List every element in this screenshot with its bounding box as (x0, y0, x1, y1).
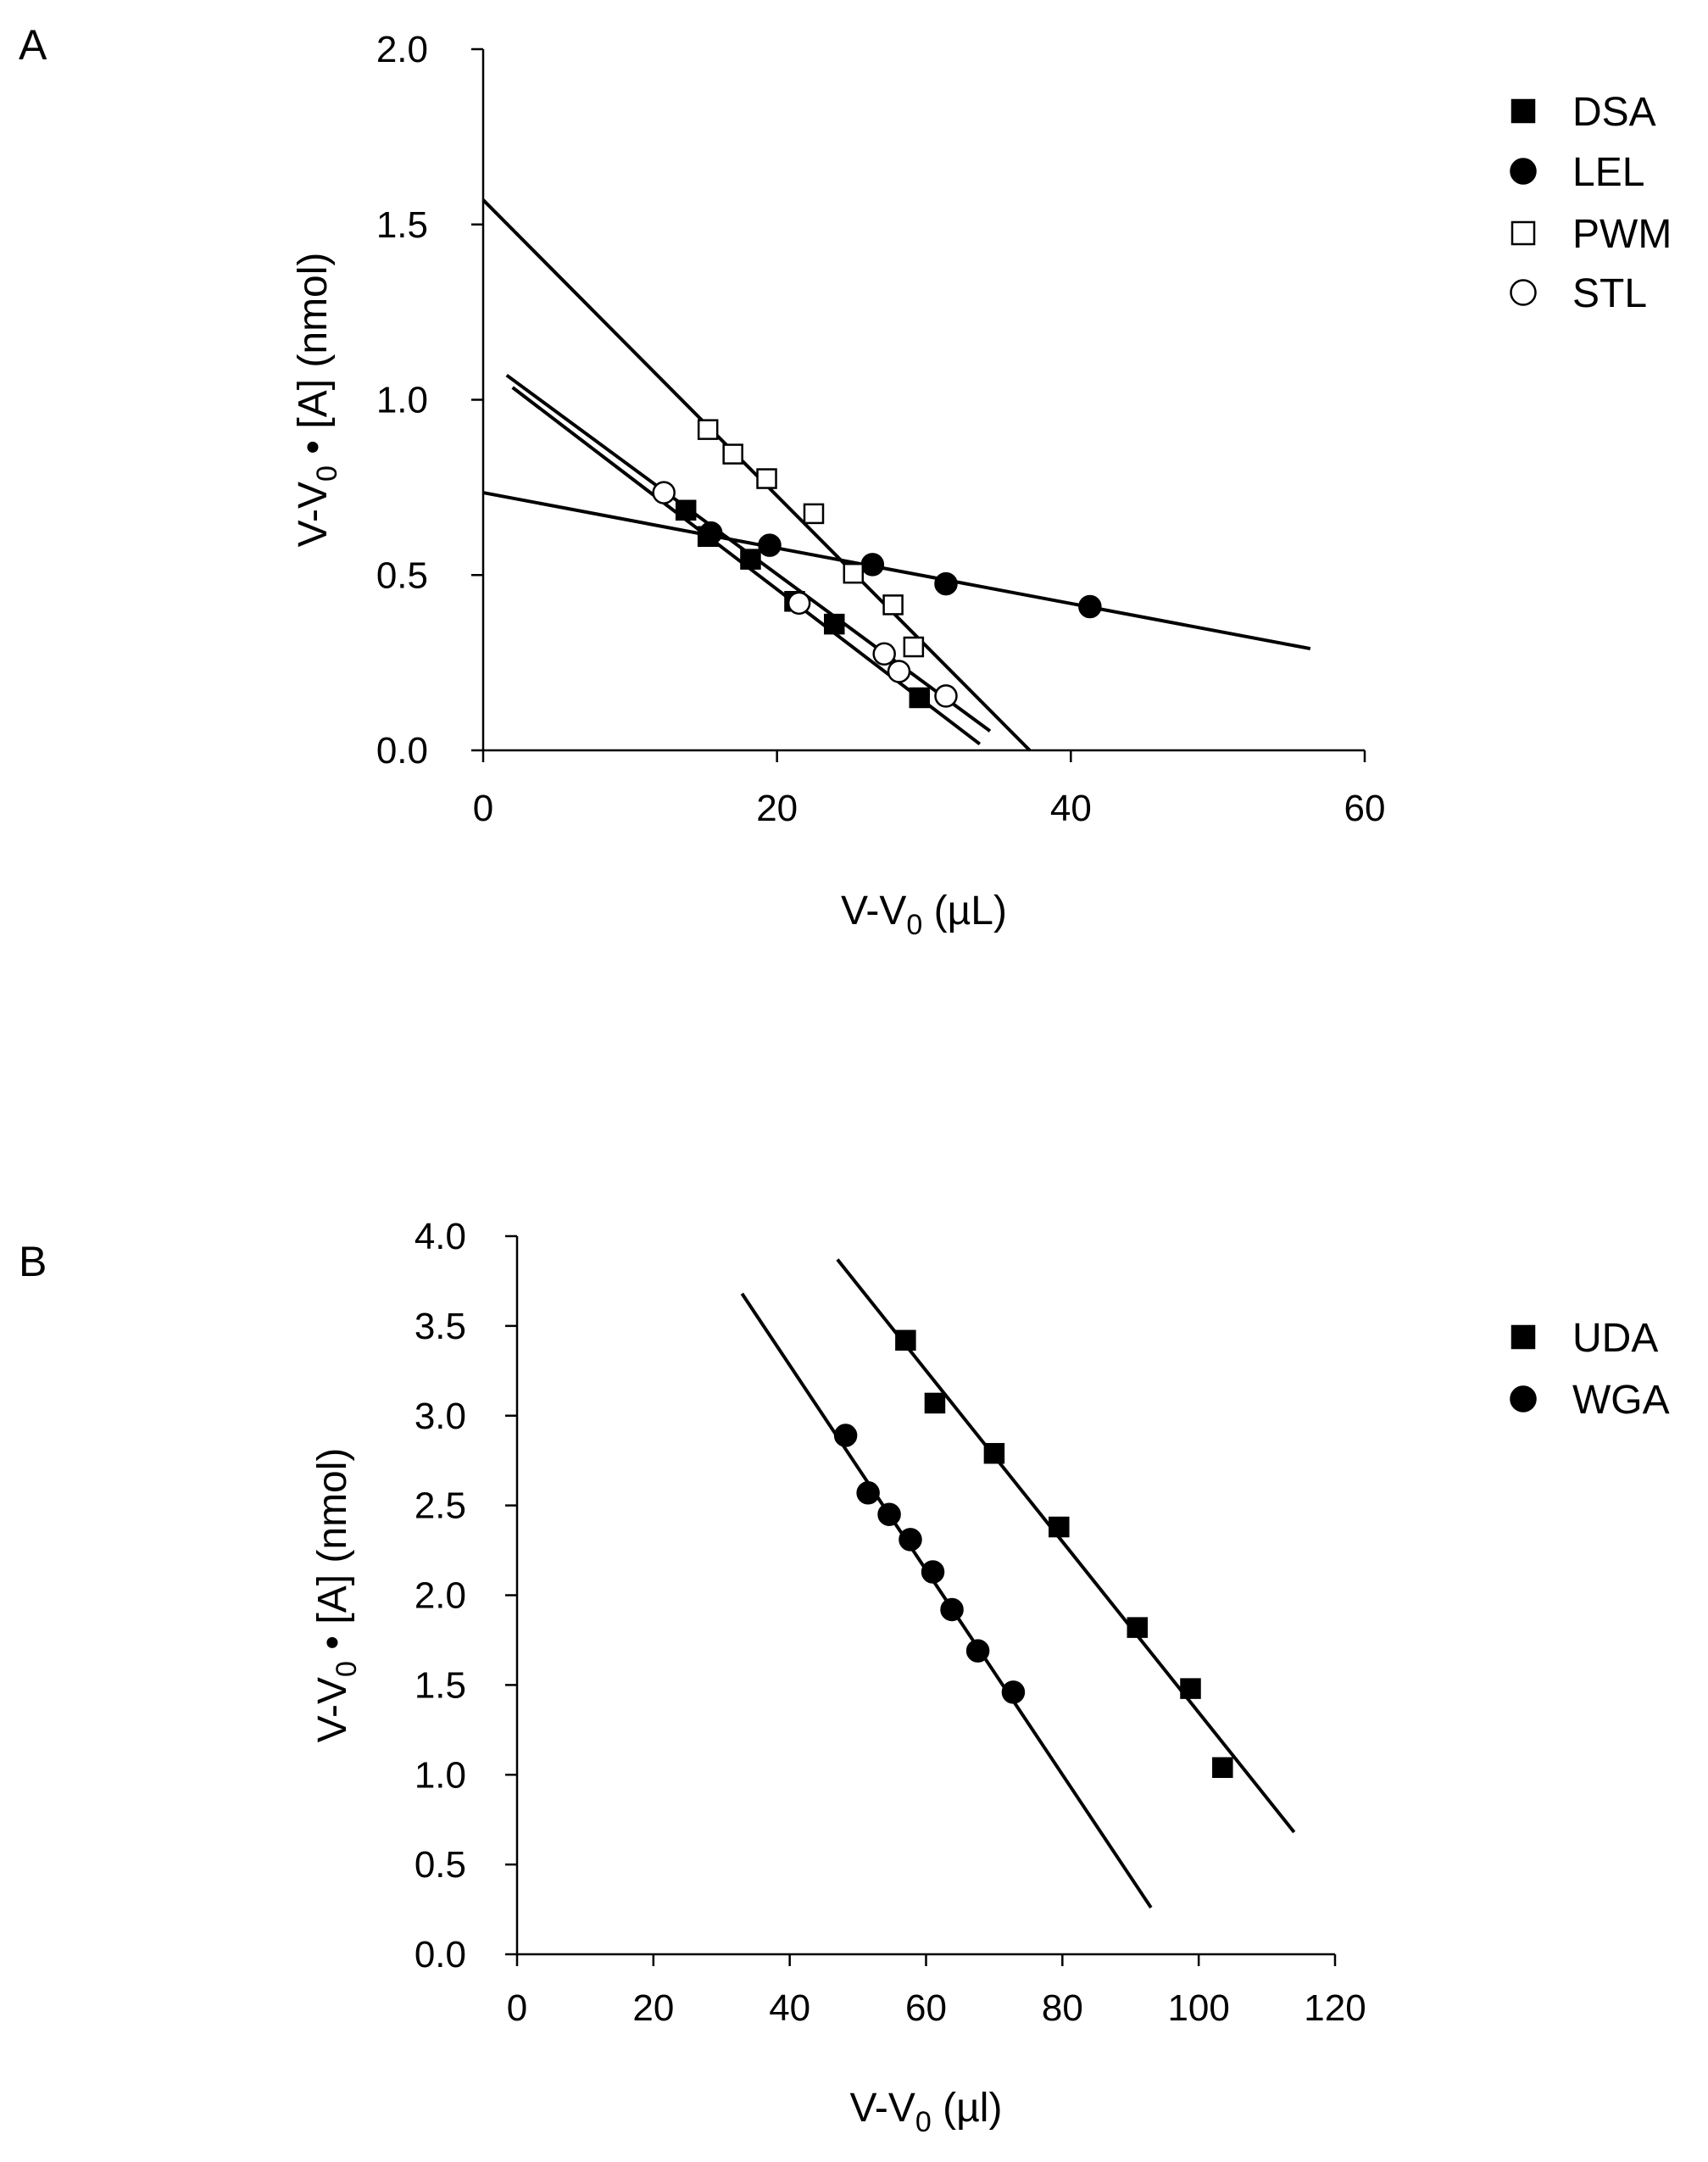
point-uda (1049, 1516, 1070, 1538)
legend-label-lel: LEL (1572, 150, 1644, 195)
panel-b: B 0.0 0.5 1.0 1.5 2.0 2.5 3.0 3.5 4.0 0 20 40 60 80 10… (19, 1216, 1670, 2138)
point-wga (856, 1481, 880, 1505)
point-pwm (722, 443, 743, 465)
x-axis-title-subscript: 0 (915, 2106, 932, 2138)
x-axis-title: V-V0 (µL) (841, 889, 1007, 941)
legend-label-pwm: PWM (1572, 212, 1672, 257)
y-tick-label: 3.0 (414, 1396, 466, 1437)
point-stl (887, 660, 911, 683)
y-axis-title-main: V-V (310, 1677, 355, 1742)
y-tick-label: 3.5 (414, 1306, 466, 1347)
x-tick-label: 20 (756, 788, 798, 829)
point-uda (1127, 1617, 1149, 1638)
x-tick-label: 100 (1167, 1987, 1229, 2029)
panel-b-label: B (19, 1238, 47, 1285)
x-tick-label: 80 (1042, 1987, 1083, 2029)
y-tick-label: 2.0 (376, 29, 428, 70)
point-stl (652, 481, 676, 504)
y-tick-label: 4.0 (414, 1216, 466, 1257)
legend-marker-dsa (1510, 98, 1536, 124)
legend-label-stl: STL (1572, 271, 1647, 316)
y-axis-title: V-V0 • [A] (nmol) (310, 1448, 363, 1743)
x-axis-title-subscript: 0 (906, 909, 922, 941)
point-uda (1212, 1757, 1233, 1779)
point-wga (965, 1639, 990, 1663)
point-uda (983, 1442, 1005, 1464)
series-stl (505, 373, 992, 733)
point-pwm (697, 419, 719, 440)
x-axis-title-main: V-V (841, 889, 906, 933)
point-pwm (803, 503, 825, 525)
panel-a: A 0.00.51.01.52.00 20 40 60V-V0 (µL)V-V0 • … (19, 21, 1672, 941)
x-tick-label: 20 (632, 1987, 674, 2029)
y-axis-title-unit: • [A] (nmol) (310, 1448, 355, 1662)
series-pwm (481, 198, 1032, 752)
legend-label-uda: UDA (1572, 1316, 1658, 1361)
y-tick-label: 0.5 (414, 1844, 466, 1886)
y-tick-label: 1.0 (376, 380, 428, 421)
y-axis-title: V-V0 • [A] (nmol) (291, 253, 343, 548)
point-lel (860, 553, 885, 577)
point-wga (833, 1424, 858, 1447)
point-wga (1001, 1680, 1026, 1704)
point-lel (934, 571, 958, 596)
panel-a-label: A (19, 21, 47, 69)
y-axis-title-subscript: 0 (311, 465, 343, 482)
point-uda (1180, 1678, 1201, 1699)
series-lel (482, 491, 1311, 651)
legend-marker-uda (1510, 1324, 1536, 1350)
y-axis-title-subscript: 0 (331, 1661, 363, 1677)
y-tick-label: 2.5 (414, 1485, 466, 1527)
legend-marker-lel (1510, 158, 1537, 185)
y-tick-label: 0.5 (376, 554, 428, 596)
series-wga (740, 1292, 1153, 1909)
x-tick-label: 40 (769, 1987, 810, 2029)
x-tick-label: 120 (1304, 1987, 1366, 2029)
y-tick-label: 0.0 (414, 1934, 466, 1975)
point-dsa (909, 687, 931, 709)
y-tick-label: 2.0 (414, 1575, 466, 1617)
point-wga (877, 1502, 901, 1526)
x-tick-label: 60 (1344, 788, 1386, 829)
y-tick-label: 1.5 (414, 1664, 466, 1706)
point-wga (940, 1597, 964, 1622)
point-lel (758, 533, 782, 557)
legend-marker-stl (1510, 279, 1537, 306)
point-uda (924, 1392, 946, 1414)
point-pwm (882, 594, 904, 616)
point-lel (1078, 594, 1102, 619)
y-tick-label: 0.0 (376, 730, 428, 772)
legend-marker-pwm (1510, 220, 1536, 246)
x-axis-title-main: V-V (850, 2086, 915, 2131)
x-axis-title-unit: (µl) (932, 2086, 1003, 2131)
point-stl (787, 591, 811, 616)
y-axis-title-unit: • [A] (nmol) (291, 253, 336, 466)
fit-line-lel (482, 491, 1311, 651)
series-uda (836, 1258, 1296, 1834)
x-tick-label: 0 (507, 1987, 527, 2029)
point-pwm (843, 562, 865, 584)
point-wga (921, 1560, 945, 1584)
point-dsa (740, 549, 761, 570)
point-pwm (756, 468, 777, 489)
point-pwm (903, 636, 925, 658)
legend-label-dsa: DSA (1572, 90, 1656, 135)
point-stl (934, 684, 958, 708)
y-tick-label: 1.5 (376, 204, 428, 246)
y-tick-label: 1.0 (414, 1754, 466, 1796)
legend-label-wga: WGA (1572, 1378, 1670, 1423)
point-uda (895, 1329, 916, 1351)
x-axis-title: V-V0 (µl) (850, 2086, 1003, 2138)
x-tick-label: 40 (1050, 788, 1092, 829)
x-tick-label: 60 (905, 1987, 947, 2029)
x-tick-label: 0 (473, 788, 493, 829)
point-stl (872, 642, 896, 666)
fit-line-uda (836, 1258, 1296, 1834)
legend-marker-wga (1510, 1385, 1537, 1413)
y-axis-title-main: V-V (291, 482, 336, 547)
x-axis-title-unit: (µL) (922, 889, 1007, 933)
point-wga (899, 1528, 922, 1552)
